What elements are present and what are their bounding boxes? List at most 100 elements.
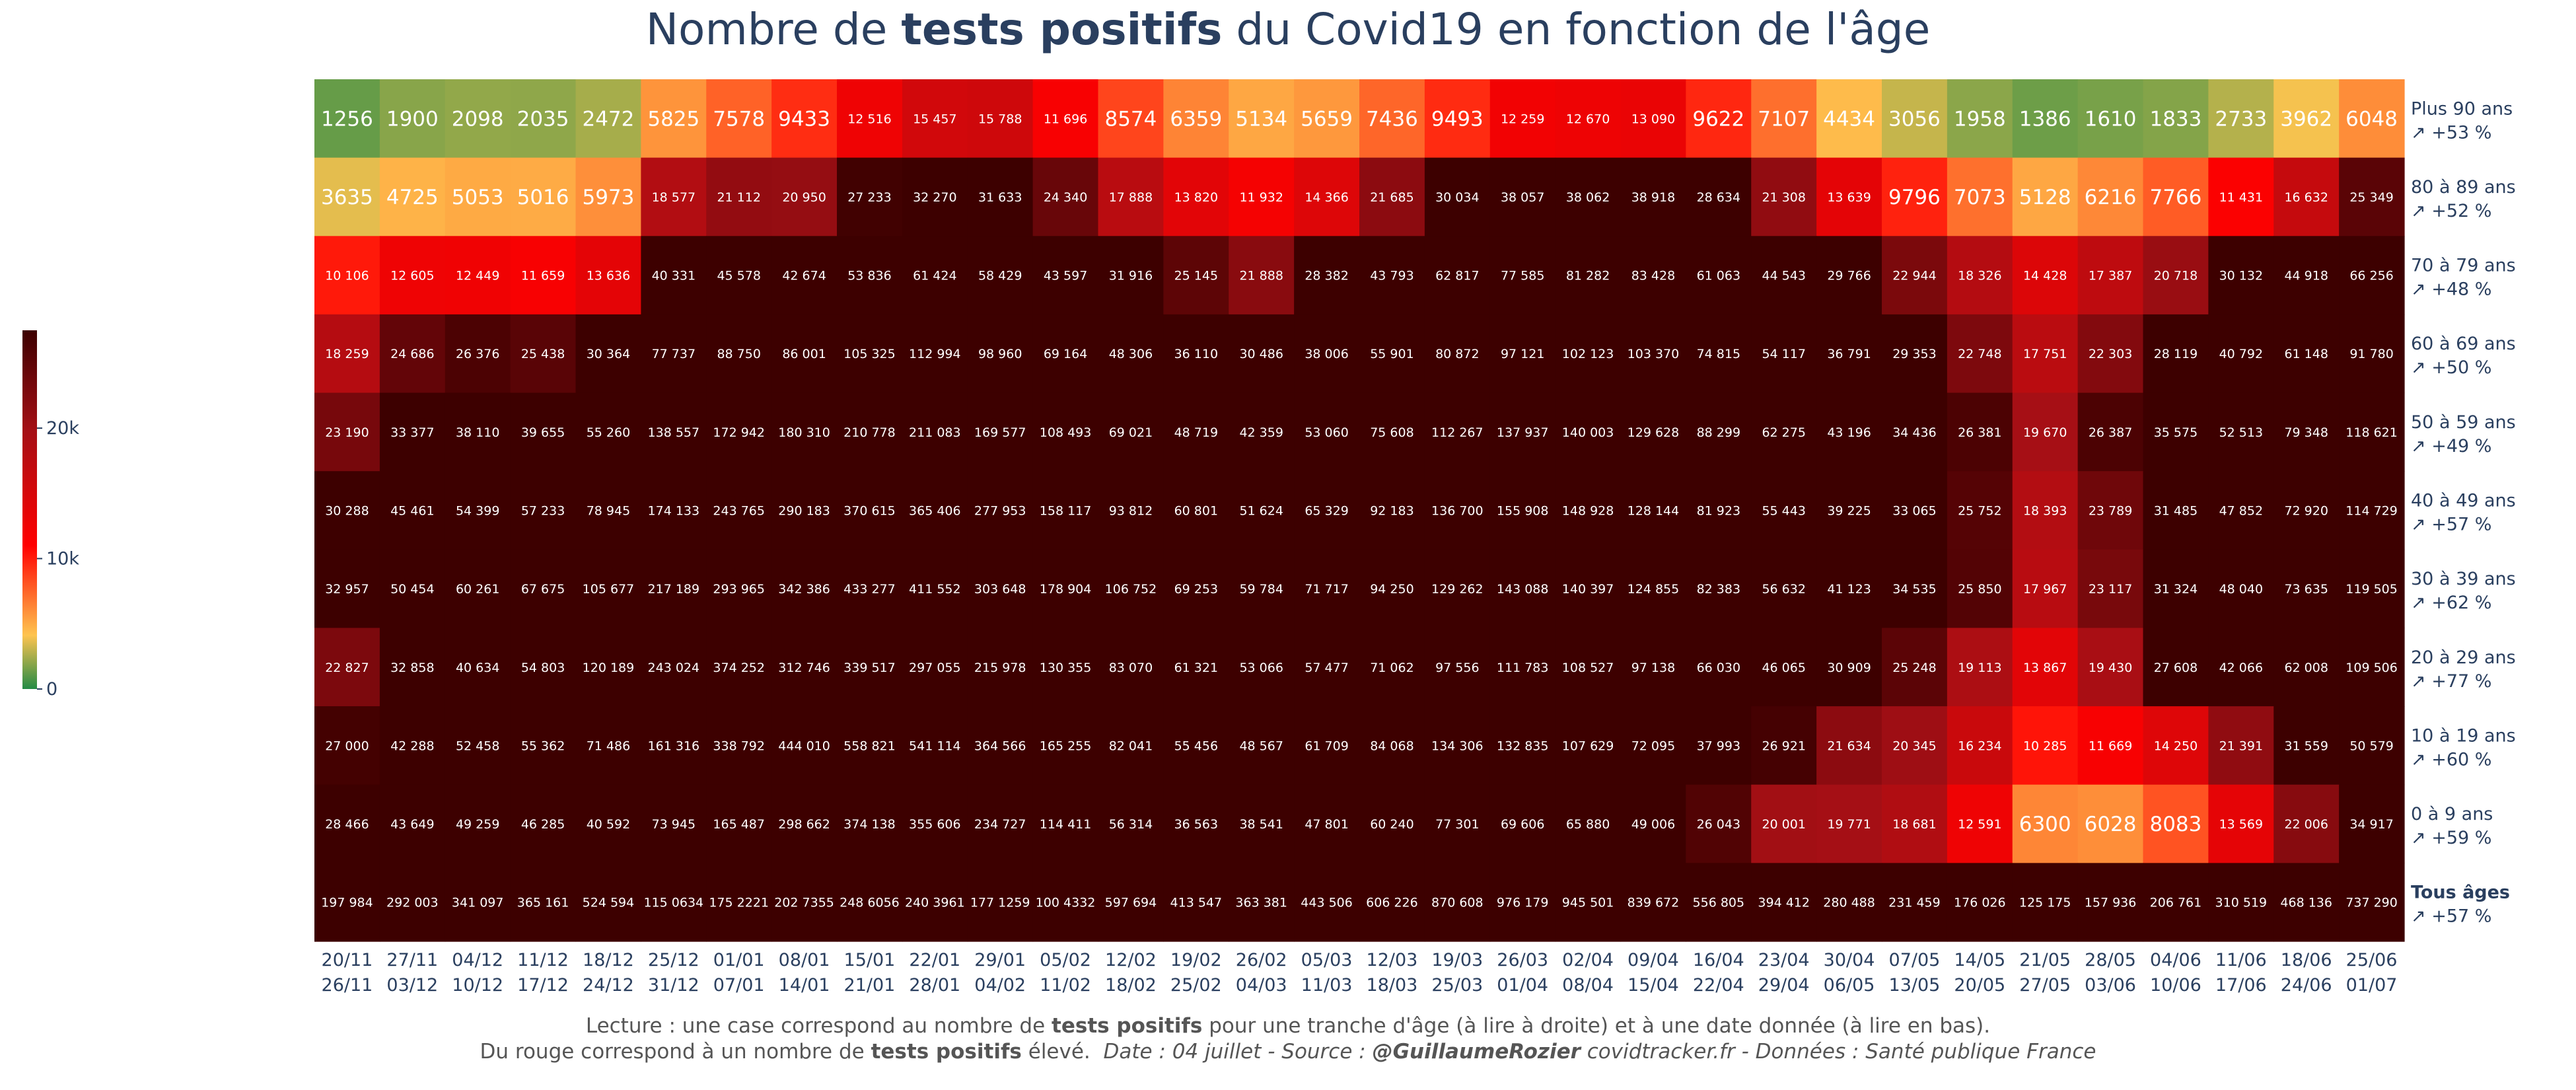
cell-value-label: 6048 bbox=[2345, 107, 2398, 131]
cell-value-label: 43 649 bbox=[390, 817, 434, 832]
cell-value-label: 97 121 bbox=[1501, 347, 1544, 361]
cell-value-label: 13 636 bbox=[587, 269, 630, 283]
heatmap-cell bbox=[1163, 471, 1229, 550]
cell-value-label: 433 277 bbox=[843, 582, 896, 597]
cell-value-label: 976 179 bbox=[1497, 896, 1549, 910]
heatmap-cell bbox=[771, 314, 838, 394]
heatmap-cell bbox=[837, 157, 903, 236]
cell-value-label: 134 306 bbox=[1431, 739, 1484, 753]
heatmap-cell bbox=[1032, 628, 1099, 707]
heatmap-cell bbox=[1947, 471, 2013, 550]
cell-value-label: 3056 bbox=[1888, 107, 1941, 131]
cell-value-label: 297 055 bbox=[909, 661, 961, 675]
cell-value-label: 22 303 bbox=[2089, 347, 2132, 361]
heatmap-cell bbox=[1032, 79, 1099, 159]
heatmap-cell bbox=[967, 549, 1034, 629]
heatmap-cell bbox=[837, 314, 903, 394]
cell-value-label: 50 454 bbox=[390, 582, 434, 597]
title-prefix: Nombre de bbox=[645, 4, 902, 55]
cell-value-label: 10 106 bbox=[325, 269, 369, 283]
heatmap-cell bbox=[967, 471, 1034, 550]
heatmap-cell bbox=[314, 79, 380, 159]
cell-value-label: 2733 bbox=[2215, 107, 2267, 131]
heatmap-cell bbox=[1359, 79, 1425, 159]
heatmap-cell bbox=[2339, 314, 2405, 394]
cell-value-label: 5973 bbox=[582, 186, 634, 209]
cell-value-label: 30 034 bbox=[1435, 190, 1479, 205]
heatmap-cell bbox=[2273, 471, 2340, 550]
cell-value-label: 248 6056 bbox=[840, 896, 900, 910]
heatmap-cell bbox=[2339, 471, 2405, 550]
cell-value-label: 13 569 bbox=[2219, 817, 2263, 832]
heatmap-cell bbox=[1816, 79, 1882, 159]
heatmap-cell bbox=[1686, 471, 1752, 550]
heatmap-cell bbox=[1229, 706, 1295, 785]
cell-value-label: 54 399 bbox=[456, 504, 499, 519]
cell-value-label: 411 552 bbox=[909, 582, 961, 597]
cell-value-label: 394 412 bbox=[1758, 896, 1810, 910]
heatmap-cell bbox=[314, 314, 380, 394]
heatmap-cell bbox=[1816, 314, 1882, 394]
heatmap-cell bbox=[1359, 157, 1425, 236]
heatmap-cell bbox=[2077, 79, 2144, 159]
cell-value-label: 34 535 bbox=[1892, 582, 1936, 597]
cell-value-label: 38 918 bbox=[1631, 190, 1675, 205]
cell-value-label: 128 144 bbox=[1628, 504, 1680, 519]
heatmap-cell bbox=[2143, 628, 2209, 707]
cell-value-label: 21 634 bbox=[1827, 739, 1871, 753]
heatmap-cell bbox=[1098, 314, 1164, 394]
cell-value-label: 129 628 bbox=[1628, 425, 1680, 440]
cell-value-label: 31 916 bbox=[1109, 269, 1153, 283]
heatmap-cell bbox=[1032, 314, 1099, 394]
heatmap-cell bbox=[902, 157, 968, 236]
heatmap-cell bbox=[1686, 628, 1752, 707]
cell-value-label: 93 812 bbox=[1109, 504, 1153, 519]
cell-value-label: 243 765 bbox=[713, 504, 765, 519]
x-tick-label-start: 12/02 bbox=[1105, 950, 1157, 970]
cell-value-label: 161 316 bbox=[648, 739, 700, 753]
heatmap-cell bbox=[1163, 79, 1229, 159]
heatmap-cell bbox=[1424, 471, 1491, 550]
x-tick-label-end: 15/04 bbox=[1628, 975, 1679, 996]
heatmap-cell bbox=[445, 549, 511, 629]
y-tick-label: 0 à 9 ans bbox=[2411, 804, 2493, 824]
x-tick-label-end: 18/03 bbox=[1367, 975, 1418, 996]
cell-value-label: 43 793 bbox=[1370, 269, 1413, 283]
cell-value-label: 136 700 bbox=[1431, 504, 1484, 519]
heatmap-cell bbox=[641, 628, 707, 707]
heatmap-cell bbox=[2077, 549, 2144, 629]
cell-value-label: 443 506 bbox=[1301, 896, 1353, 910]
heatmap-cell bbox=[902, 784, 968, 863]
cell-value-label: 102 123 bbox=[1562, 347, 1614, 361]
cell-value-label: 38 110 bbox=[456, 425, 499, 440]
heatmap-cell bbox=[641, 79, 707, 159]
cell-value-label: 33 065 bbox=[1892, 504, 1936, 519]
cell-value-label: 118 621 bbox=[2345, 425, 2398, 440]
x-tick-label-end: 25/03 bbox=[1431, 975, 1483, 996]
cell-value-label: 23 190 bbox=[325, 425, 369, 440]
cell-value-label: 19 771 bbox=[1827, 817, 1871, 832]
heatmap-cell bbox=[445, 706, 511, 785]
cell-value-label: 11 932 bbox=[1239, 190, 1283, 205]
heatmap-cell bbox=[1686, 784, 1752, 863]
heatmap-cell bbox=[1229, 549, 1295, 629]
cell-value-label: 148 928 bbox=[1562, 504, 1614, 519]
heatmap-cell bbox=[314, 706, 380, 785]
cell-value-label: 14 428 bbox=[2023, 269, 2067, 283]
heatmap-cell bbox=[1620, 706, 1686, 785]
cell-value-label: 21 685 bbox=[1370, 190, 1413, 205]
heatmap-cell bbox=[314, 236, 380, 315]
cell-value-label: 12 605 bbox=[390, 269, 434, 283]
cell-value-label: 124 855 bbox=[1628, 582, 1680, 597]
cell-value-label: 8574 bbox=[1104, 107, 1157, 131]
cell-value-label: 98 960 bbox=[978, 347, 1022, 361]
heatmap-cell bbox=[1816, 157, 1882, 236]
cell-value-label: 54 803 bbox=[521, 661, 565, 675]
cell-value-label: 143 088 bbox=[1497, 582, 1549, 597]
colorbar-tick-label: 20k bbox=[46, 418, 79, 439]
heatmap-cell bbox=[379, 471, 446, 550]
heatmap-cell bbox=[771, 471, 838, 550]
heatmap-cell bbox=[2339, 157, 2405, 236]
heatmap-cell bbox=[314, 784, 380, 863]
cell-value-label: 140 003 bbox=[1562, 425, 1614, 440]
